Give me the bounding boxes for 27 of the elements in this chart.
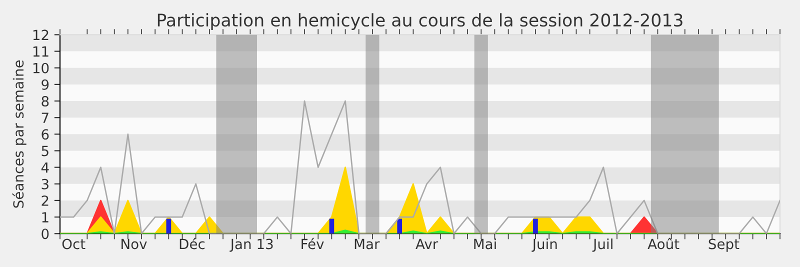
y-tick-label: 12 <box>33 30 48 40</box>
y-tick-label: 1 <box>42 212 48 222</box>
x-tick-label: Nov <box>122 238 147 250</box>
x-tick-label: Mai <box>474 238 496 250</box>
y-tick-label: 4 <box>41 162 49 173</box>
y-tick-label: 7 <box>42 112 48 123</box>
y-tick-label: 0 <box>42 228 49 240</box>
y-axis-title: Séances par semaine <box>12 60 26 208</box>
y-tick-label: 10 <box>33 62 49 74</box>
x-tick-label: Mar <box>354 238 380 250</box>
x-tick-label: Juil <box>592 238 612 252</box>
x-tick-label: Août <box>648 238 680 250</box>
y-tick-label: 9 <box>42 79 49 90</box>
y-tick-label: 3 <box>42 178 48 190</box>
x-tick-label: Juin <box>532 238 557 252</box>
x-tick-label: Jan 13 <box>230 238 273 252</box>
y-tick-label: 8 <box>42 96 49 106</box>
y-tick-label: 11 <box>33 46 48 57</box>
chart-title: Participation en hemicycle au cours de la session 2012-2013 <box>158 13 682 30</box>
x-tick-label: Fév <box>302 238 324 250</box>
y-tick-label: 5 <box>42 146 48 156</box>
x-tick-label: Sept <box>708 238 740 252</box>
x-tick-label: Avr <box>416 238 438 250</box>
x-tick-label: Déc <box>180 238 205 250</box>
x-tick-label: Oct <box>62 238 86 250</box>
y-tick-label: 2 <box>42 195 48 206</box>
y-tick-label: 6 <box>42 129 49 140</box>
